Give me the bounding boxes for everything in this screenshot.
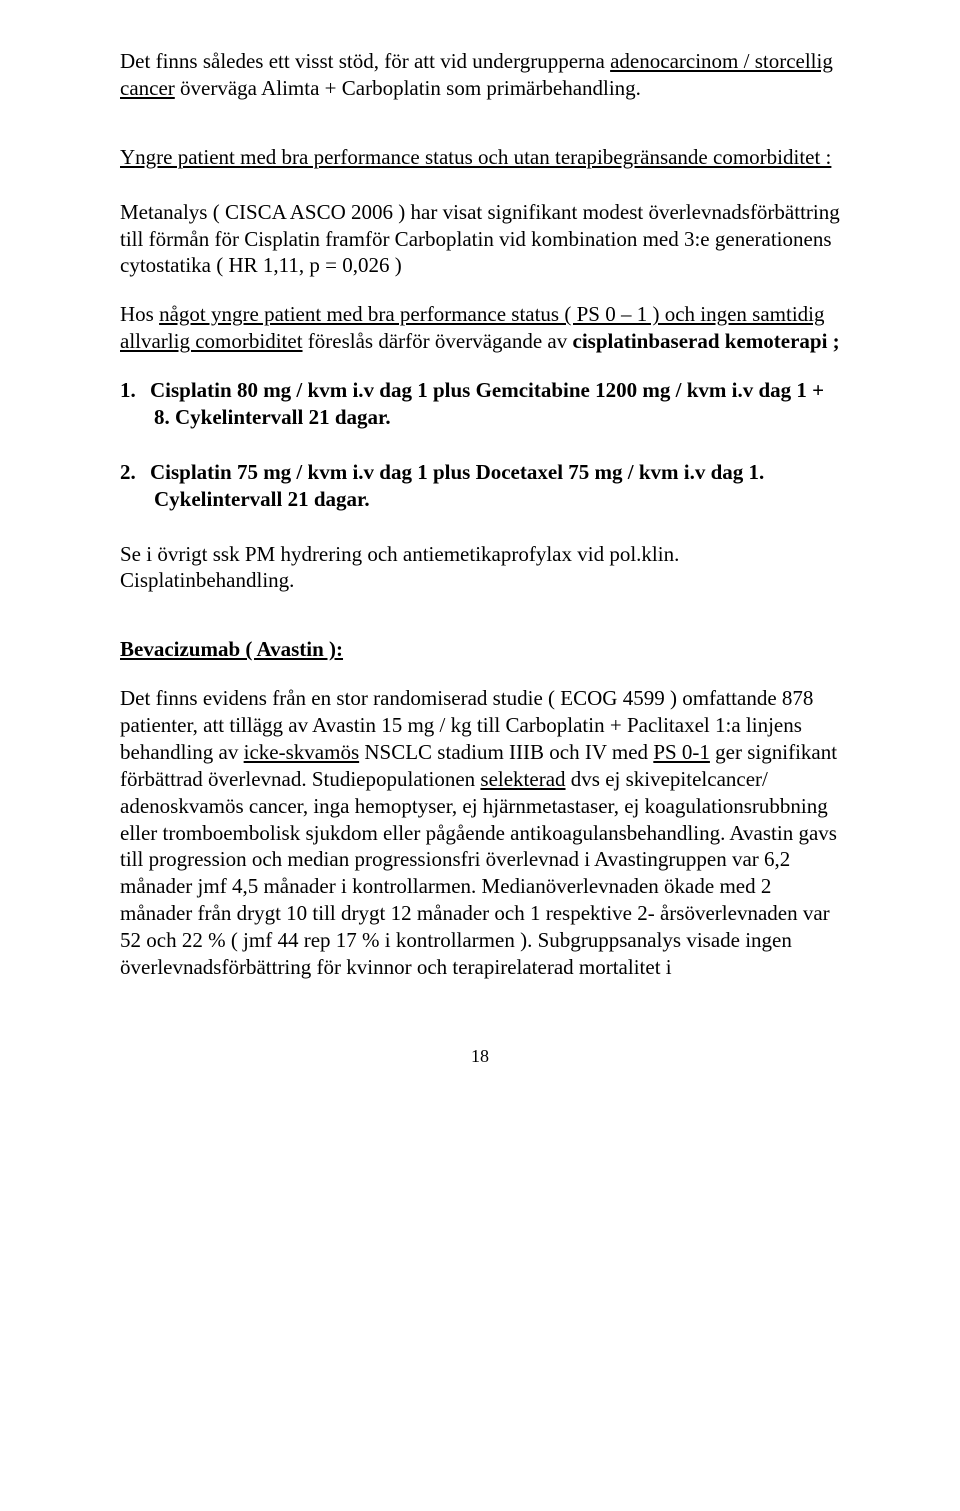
text: föreslås därför övervägande av bbox=[303, 329, 573, 353]
paragraph-hos-yngre: Hos något yngre patient med bra performa… bbox=[120, 301, 840, 355]
list-item: 2.Cisplatin 75 mg / kvm i.v dag 1 plus D… bbox=[120, 459, 840, 513]
paragraph-bevacizumab-heading: Bevacizumab ( Avastin ): bbox=[120, 636, 840, 663]
underlined-text: PS 0-1 bbox=[653, 740, 710, 764]
underlined-bold-heading: Bevacizumab ( Avastin ): bbox=[120, 637, 343, 661]
paragraph-metanalys: Metanalys ( CISCA ASCO 2006 ) har visat … bbox=[120, 199, 840, 280]
paragraph-se-ovrigt: Se i övrigt ssk PM hydrering och antieme… bbox=[120, 541, 840, 595]
list-number: 2. bbox=[120, 459, 150, 486]
bold-text: cisplatinbaserad kemoterapi ; bbox=[573, 329, 840, 353]
text: Hos bbox=[120, 302, 159, 326]
text: NSCLC stadium IIIB och IV med bbox=[359, 740, 653, 764]
list-text: Cisplatin 75 mg / kvm i.v dag 1 plus Doc… bbox=[150, 460, 764, 511]
paragraph-bevacizumab-body: Det finns evidens från en stor randomise… bbox=[120, 685, 840, 981]
underlined-heading: Yngre patient med bra performance status… bbox=[120, 145, 831, 169]
underlined-text: icke-skvamös bbox=[244, 740, 359, 764]
list-number: 1. bbox=[120, 377, 150, 404]
list-item: 1.Cisplatin 80 mg / kvm i.v dag 1 plus G… bbox=[120, 377, 840, 431]
text: överväga Alimta + Carboplatin som primär… bbox=[175, 76, 641, 100]
paragraph-heading-yngre: Yngre patient med bra performance status… bbox=[120, 144, 840, 171]
text: Det finns således ett visst stöd, för at… bbox=[120, 49, 610, 73]
list-text: Cisplatin 80 mg / kvm i.v dag 1 plus Gem… bbox=[150, 378, 824, 429]
page-number: 18 bbox=[120, 1045, 840, 1068]
text: dvs ej skivepitelcancer/ adenoskvamös ca… bbox=[120, 767, 837, 979]
underlined-text: selekterad bbox=[480, 767, 565, 791]
treatment-list: 1.Cisplatin 80 mg / kvm i.v dag 1 plus G… bbox=[120, 377, 840, 513]
paragraph-intro: Det finns således ett visst stöd, för at… bbox=[120, 48, 840, 102]
